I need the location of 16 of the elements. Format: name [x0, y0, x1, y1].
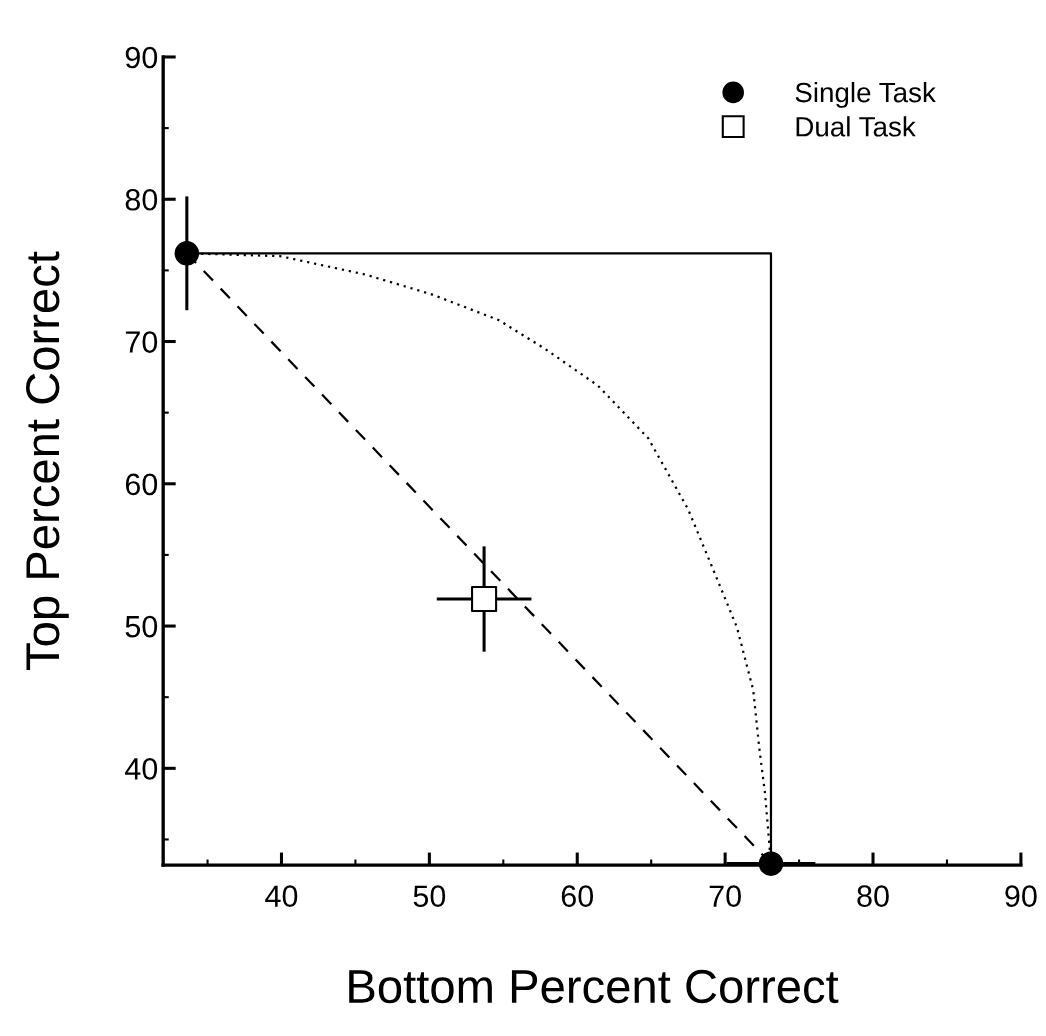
- x-tick-label: 90: [1005, 885, 1037, 907]
- y-tick-label: 40: [125, 758, 158, 780]
- legend-label: Dual Task: [796, 116, 916, 137]
- y-tick-label: 90: [125, 46, 158, 69]
- legend-label: Single Task: [795, 81, 936, 108]
- x-tick-label: 50: [413, 885, 446, 907]
- y-axis-title: Top Percent Correct: [26, 251, 69, 670]
- x-tick-label: 60: [561, 885, 594, 907]
- x-axis-title: Bottom Percent Correct: [349, 969, 839, 1004]
- x-tick-label: 80: [857, 885, 889, 907]
- y-tick-label: 80: [125, 188, 158, 211]
- y-tick-label: 50: [125, 615, 158, 638]
- x-tick-label: 70: [709, 885, 741, 907]
- y-tick-label: 60: [125, 473, 158, 496]
- y-tick-label: 70: [125, 331, 158, 353]
- x-tick-label: 40: [265, 885, 298, 907]
